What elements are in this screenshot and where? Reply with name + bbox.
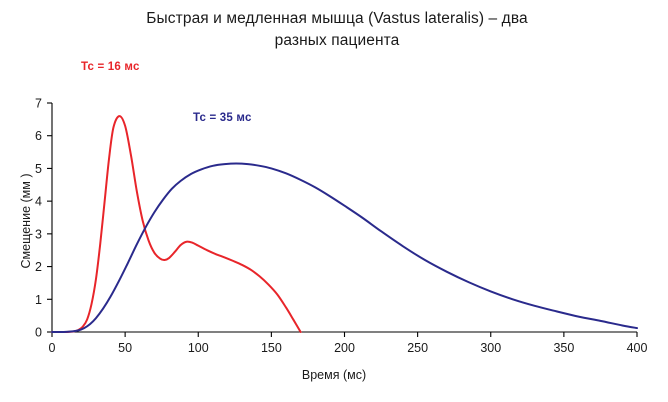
series-line-slow-muscle bbox=[51, 162, 638, 334]
x-tick-label: 400 bbox=[627, 341, 648, 355]
annotation-fast-muscle: Тс = 16 мс bbox=[81, 61, 140, 73]
x-tick-label: 50 bbox=[118, 341, 132, 355]
y-tick-label: 6 bbox=[35, 129, 42, 143]
x-tick-label: 300 bbox=[480, 341, 501, 355]
y-tick-label: 5 bbox=[35, 162, 42, 176]
y-tick-label: 0 bbox=[35, 326, 42, 340]
y-axis-title: Смещение (мм ) bbox=[19, 173, 33, 269]
chart-title: Быстрая и медленная мышца (Vastus latera… bbox=[146, 10, 528, 49]
y-tick-label: 1 bbox=[35, 293, 42, 307]
x-tick-label: 200 bbox=[334, 341, 355, 355]
x-tick-label: 150 bbox=[261, 341, 282, 355]
series-line-fast-muscle bbox=[51, 115, 302, 334]
x-axis-title: Время (мс) bbox=[301, 368, 367, 382]
x-tick-label: 100 bbox=[188, 341, 209, 355]
y-tick-label: 4 bbox=[35, 195, 42, 209]
annotation-slow-muscle: Тс = 35 мс bbox=[193, 112, 252, 124]
x-tick-label: 0 bbox=[49, 341, 56, 355]
x-tick-label: 250 bbox=[407, 341, 428, 355]
y-tick-label: 7 bbox=[35, 97, 42, 111]
x-tick-label: 350 bbox=[553, 341, 574, 355]
y-tick-label: 2 bbox=[35, 260, 42, 274]
y-tick-label: 3 bbox=[35, 227, 42, 241]
